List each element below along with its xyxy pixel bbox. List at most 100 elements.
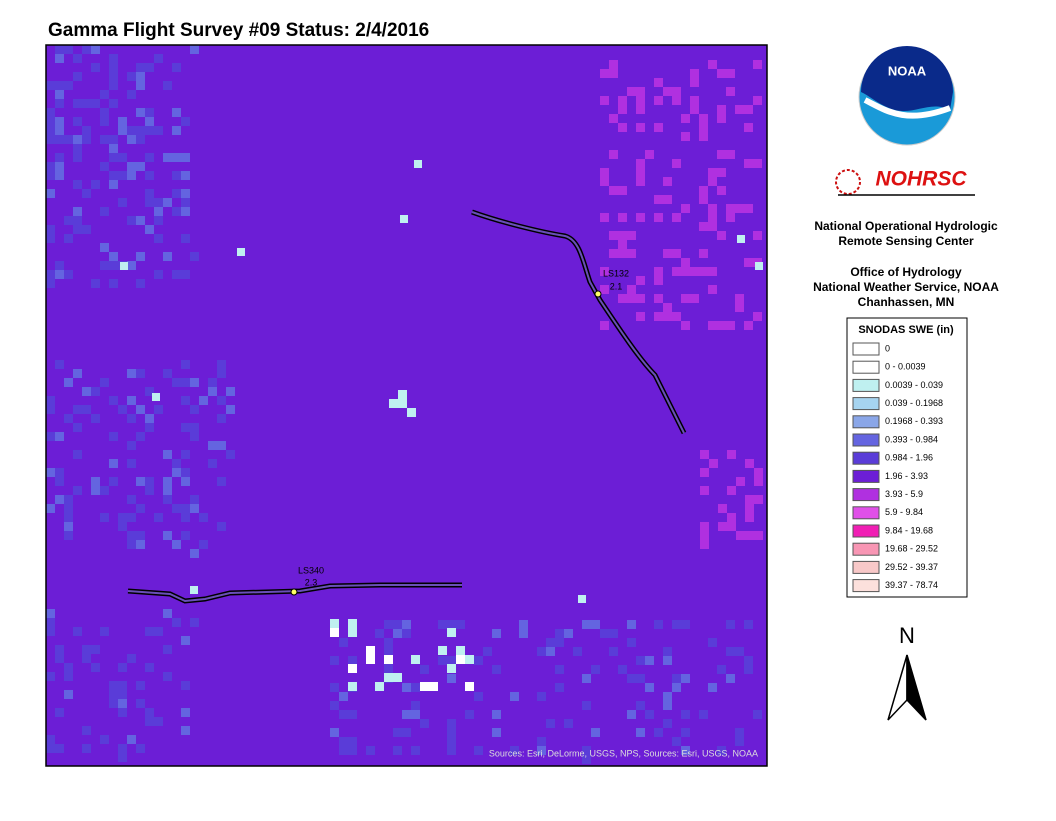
snow-cell	[181, 396, 190, 405]
legend-label: 0.1968 - 0.393	[885, 416, 943, 426]
snow-cell	[636, 674, 645, 683]
snow-cell	[145, 708, 154, 717]
snow-cell	[339, 737, 348, 746]
attribution: Sources: Esri, DeLorme, USGS, NPS, Sourc…	[489, 748, 758, 758]
snow-cell	[600, 168, 609, 177]
snow-cell	[708, 204, 717, 213]
snow-cell	[447, 737, 456, 746]
snow-cell	[537, 746, 546, 755]
snow-cell	[154, 54, 163, 63]
map-frame	[45, 44, 768, 767]
snow-cell	[384, 620, 393, 629]
snow-cell	[510, 746, 519, 755]
legend-swatch	[852, 397, 880, 411]
legend-swatch	[852, 360, 880, 374]
snow-cell	[330, 628, 339, 637]
snow-cell	[699, 114, 708, 123]
snow-cell	[708, 683, 717, 692]
snow-cell	[348, 664, 357, 673]
snow-cell	[46, 234, 55, 243]
snow-cell	[411, 655, 420, 664]
snow-cell	[582, 674, 591, 683]
snow-cell	[754, 495, 763, 504]
snow-cell	[73, 486, 82, 495]
snow-cell	[663, 195, 672, 204]
snow-cell	[681, 204, 690, 213]
snow-cell	[136, 252, 145, 261]
snow-cell	[700, 486, 709, 495]
snow-cell	[64, 672, 73, 681]
snow-cell	[100, 90, 109, 99]
snow-cell	[681, 114, 690, 123]
snow-cell	[366, 746, 375, 755]
snow-cell	[181, 234, 190, 243]
snow-cell	[618, 96, 627, 105]
snow-cell	[55, 99, 64, 108]
snow-cell	[726, 60, 735, 69]
snow-cell	[109, 690, 118, 699]
snow-cell	[109, 54, 118, 63]
snow-cell	[735, 276, 744, 285]
snow-cell	[717, 240, 726, 249]
snow-cell	[645, 656, 654, 665]
snow-cell	[118, 126, 127, 135]
snow-cell	[618, 186, 627, 195]
snow-cell	[717, 114, 726, 123]
snow-cell	[618, 249, 627, 258]
snow-cell	[411, 701, 420, 710]
snow-cell	[591, 728, 600, 737]
snow-cell	[402, 728, 411, 737]
legend-title: SNODAS SWE (in)	[858, 324, 954, 336]
snow-cell	[82, 126, 91, 135]
snow-cell	[46, 279, 55, 288]
snow-cell	[237, 248, 245, 256]
snow-cell	[127, 513, 136, 522]
snow-cell	[64, 81, 73, 90]
snow-cell	[127, 126, 136, 135]
legend-swatch	[852, 560, 880, 574]
snow-cell	[700, 522, 709, 531]
snow-cell	[73, 144, 82, 153]
snow-cell	[717, 69, 726, 78]
snow-cell	[82, 744, 91, 753]
office-line: Office of Hydrology	[850, 265, 962, 279]
snow-cell	[127, 459, 136, 468]
snow-cell	[438, 620, 447, 629]
snow-cell	[55, 270, 64, 279]
snow-cell	[181, 171, 190, 180]
snow-cell	[127, 735, 136, 744]
snow-cell	[474, 656, 483, 665]
snow-cell	[681, 159, 690, 168]
snow-cell	[600, 213, 609, 222]
snow-cell	[735, 294, 744, 303]
snow-cell	[55, 90, 64, 99]
snow-cell	[681, 620, 690, 629]
snow-cell	[136, 681, 145, 690]
snow-cell	[136, 369, 145, 378]
snow-cell	[73, 450, 82, 459]
snow-cell	[73, 99, 82, 108]
snow-cell	[73, 117, 82, 126]
snow-cell	[654, 312, 663, 321]
snow-cell	[136, 108, 145, 117]
snow-cell	[55, 477, 64, 486]
snow-cell	[636, 96, 645, 105]
snow-cell	[591, 665, 600, 674]
snow-cell	[172, 108, 181, 117]
snow-cell	[145, 414, 154, 423]
snow-cell	[109, 699, 118, 708]
snow-cell	[46, 135, 55, 144]
snow-cell	[91, 279, 100, 288]
legend-swatch	[852, 542, 880, 556]
snow-cell	[46, 81, 55, 90]
snow-cell	[154, 405, 163, 414]
map: LS132 2.1 LS340 2.3 Sources: Esri, DeLor…	[45, 44, 768, 767]
snow-cell	[744, 656, 753, 665]
snow-cell	[136, 126, 145, 135]
snow-cell	[645, 186, 654, 195]
snow-cell	[154, 126, 163, 135]
snow-cell	[726, 69, 735, 78]
snow-cell	[736, 531, 745, 540]
snow-cell	[555, 638, 564, 647]
snow-cell	[163, 450, 172, 459]
